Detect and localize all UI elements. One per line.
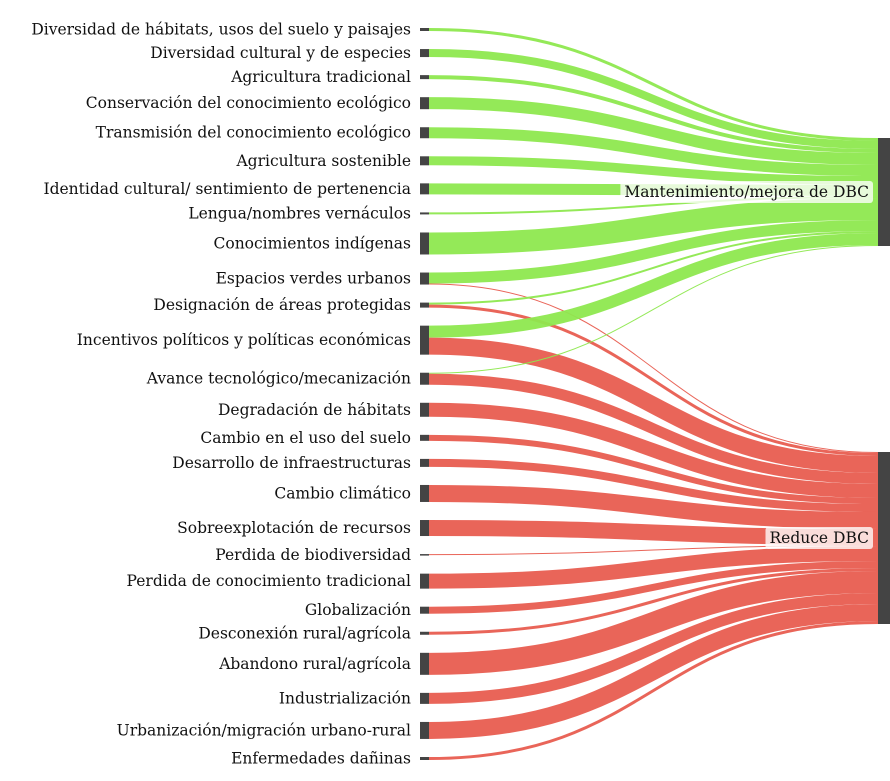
source-label: Desconexión rural/agrícola [198,624,411,642]
link-mantenimiento[interactable] [428,233,879,338]
source-label: Incentivos políticos y políticas económi… [77,331,411,349]
source-node[interactable] [420,458,429,467]
link-reduce[interactable] [428,337,879,473]
source-label: Cambio en el uso del suelo [200,429,411,447]
link-mantenimiento[interactable] [428,231,879,305]
source-node[interactable] [420,183,429,195]
source-node[interactable] [420,212,429,215]
link-mantenimiento[interactable] [428,127,879,176]
link-reduce[interactable] [428,373,879,484]
source-node[interactable] [420,721,429,739]
source-label: Lengua/nombres vernáculos [188,204,411,222]
source-label: Transmisión del conocimiento ecológico [96,124,411,142]
link-mantenimiento[interactable] [428,245,879,374]
source-label: Agricultura tradicional [230,68,411,86]
nodes-group [420,28,890,760]
link-mantenimiento[interactable] [428,198,879,255]
link-reduce[interactable] [428,458,879,512]
source-node[interactable] [420,573,429,589]
source-label: Desarrollo de infraestructuras [172,454,411,472]
source-label: Conocimientos indígenas [214,234,412,252]
link-reduce[interactable] [428,283,879,453]
source-node[interactable] [420,631,429,635]
source-node[interactable] [420,757,429,760]
target-label-bg [620,181,873,203]
source-node[interactable] [420,302,429,308]
source-node[interactable] [420,49,429,58]
source-node[interactable] [420,520,429,537]
source-node[interactable] [420,75,429,80]
target-node-mant[interactable] [878,138,890,246]
source-node[interactable] [420,232,429,255]
link-mantenimiento[interactable] [428,220,879,284]
target-label: Reduce DBC [770,529,870,547]
link-reduce[interactable] [428,621,879,760]
source-label: Identidad cultural/ sentimiento de perte… [43,180,411,198]
link-reduce[interactable] [428,593,879,704]
source-node[interactable] [420,272,429,285]
source-node[interactable] [420,652,429,675]
labels-group: Diversidad de hábitats, usos del suelo y… [31,21,873,768]
target-label: Mantenimiento/mejora de DBC [624,183,869,201]
link-mantenimiento[interactable] [428,28,879,141]
source-node[interactable] [420,434,429,441]
source-label: Globalización [305,601,411,619]
source-node[interactable] [420,372,429,385]
source-node[interactable] [420,325,429,355]
links-group [428,28,879,760]
source-label: Sobreexplotación de recursos [177,519,411,537]
source-node[interactable] [420,127,429,139]
link-reduce[interactable] [428,571,879,675]
source-label: Enfermedades dañinas [231,750,411,768]
source-node[interactable] [420,606,429,614]
link-reduce[interactable] [428,546,879,589]
source-label: Diversidad de hábitats, usos del suelo y… [31,21,411,39]
source-label: Diversidad cultural y de especies [150,44,411,62]
source-node[interactable] [420,554,429,556]
source-label: Agricultura sostenible [235,152,411,170]
source-label: Perdida de conocimiento tradicional [127,572,412,590]
source-node[interactable] [420,402,429,417]
link-reduce[interactable] [428,484,879,529]
link-reduce[interactable] [428,604,879,739]
link-mantenimiento[interactable] [428,49,879,149]
source-label: Espacios verdes urbanos [216,270,411,288]
source-node[interactable] [420,28,429,31]
source-label: Cambio climático [274,484,411,502]
link-mantenimiento[interactable] [428,97,879,165]
source-node[interactable] [420,97,429,110]
link-mantenimiento[interactable] [428,156,879,185]
link-mantenimiento[interactable] [428,75,879,153]
source-label: Urbanización/migración urbano-rural [117,721,411,739]
source-label: Conservación del conocimiento ecológico [86,94,411,112]
link-reduce[interactable] [428,561,879,614]
link-reduce[interactable] [428,304,879,456]
link-reduce[interactable] [428,434,879,504]
link-reduce[interactable] [428,568,879,635]
target-node-red[interactable] [878,452,890,624]
source-label: Perdida de biodiversidad [215,546,411,564]
source-node[interactable] [420,484,429,502]
source-label: Avance tecnológico/mecanización [146,370,411,388]
link-reduce[interactable] [428,402,879,498]
source-node[interactable] [420,156,429,166]
source-label: Designación de áreas protegidas [153,296,411,314]
source-label: Industrialización [279,689,411,707]
source-node[interactable] [420,692,429,704]
target-label-bg [765,527,873,549]
source-label: Degradación de hábitats [218,401,411,419]
source-label: Abandono rural/agrícola [218,655,411,673]
